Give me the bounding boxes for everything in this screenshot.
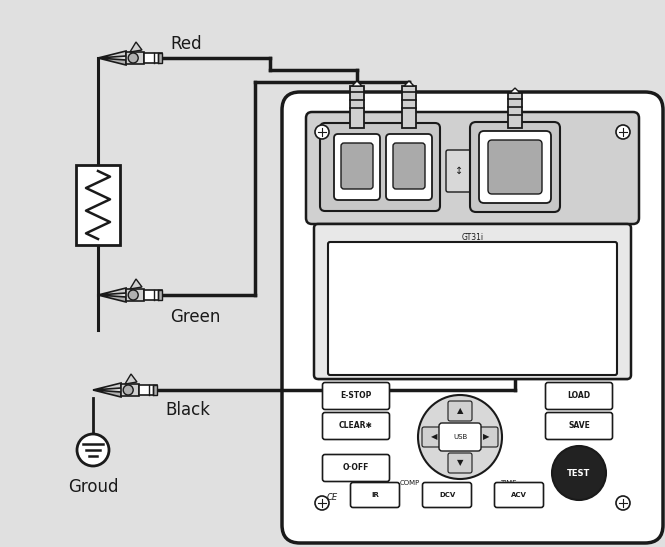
Bar [121,384,139,396]
Polygon shape [93,390,121,397]
FancyBboxPatch shape [479,131,551,203]
Polygon shape [352,81,362,86]
Polygon shape [98,288,126,295]
FancyBboxPatch shape [393,143,425,189]
Text: O·OFF: O·OFF [343,463,369,473]
Polygon shape [98,51,126,58]
FancyBboxPatch shape [545,412,612,439]
Text: ↕: ↕ [455,166,463,176]
Circle shape [552,446,606,500]
Text: IR: IR [371,492,379,498]
FancyBboxPatch shape [323,455,390,481]
Text: CLEAR✱: CLEAR✱ [339,422,373,430]
FancyBboxPatch shape [446,150,472,192]
Bar [158,53,162,63]
Text: USB: USB [453,434,467,440]
FancyBboxPatch shape [323,412,390,439]
FancyBboxPatch shape [474,427,498,447]
Bar [350,86,364,128]
Bar [402,86,416,128]
Bar [508,93,522,128]
FancyBboxPatch shape [323,382,390,410]
FancyBboxPatch shape [545,382,612,410]
Circle shape [616,125,630,139]
FancyBboxPatch shape [448,401,472,421]
Text: Black: Black [165,401,210,419]
FancyBboxPatch shape [422,482,471,508]
Bar [153,385,157,395]
Bar [139,385,157,395]
Text: Groud: Groud [68,478,118,496]
Text: LOAD: LOAD [567,392,591,400]
FancyBboxPatch shape [448,453,472,473]
FancyBboxPatch shape [422,427,446,447]
Circle shape [128,53,138,63]
Bar [144,290,162,300]
Polygon shape [404,81,414,86]
Text: ▶: ▶ [483,433,489,441]
FancyBboxPatch shape [495,482,543,508]
Circle shape [616,496,630,510]
Polygon shape [93,383,121,390]
FancyBboxPatch shape [488,140,542,194]
Bar [158,290,162,300]
Text: DCV: DCV [439,492,455,498]
Polygon shape [130,42,142,52]
Text: GT31i: GT31i [462,234,483,242]
FancyBboxPatch shape [334,134,380,200]
Circle shape [315,496,329,510]
FancyBboxPatch shape [328,242,617,375]
FancyBboxPatch shape [341,143,373,189]
Text: ▲: ▲ [457,406,464,416]
Circle shape [315,125,329,139]
Circle shape [77,434,109,466]
Polygon shape [510,88,520,93]
Text: TIME: TIME [499,480,516,486]
FancyBboxPatch shape [350,482,400,508]
FancyBboxPatch shape [282,92,663,543]
Circle shape [418,395,502,479]
Text: COMP: COMP [400,480,420,486]
Bar [144,53,162,63]
Circle shape [128,290,138,300]
Text: ◀: ◀ [431,433,438,441]
Text: Green: Green [170,308,220,326]
Bar [126,289,144,301]
Circle shape [123,385,133,395]
Text: E-STOP: E-STOP [340,392,372,400]
FancyBboxPatch shape [314,224,631,379]
Polygon shape [98,295,126,302]
Bar [76,165,120,245]
FancyBboxPatch shape [320,123,440,211]
FancyBboxPatch shape [386,134,432,200]
Text: Red: Red [170,35,201,53]
Bar [126,52,144,64]
Polygon shape [98,58,126,65]
FancyBboxPatch shape [470,122,560,212]
FancyBboxPatch shape [439,423,481,451]
Text: ACV: ACV [511,492,527,498]
Text: TEST: TEST [567,468,591,478]
Text: ▼: ▼ [457,458,464,468]
Polygon shape [130,279,142,289]
Polygon shape [125,374,137,384]
Text: CE: CE [327,492,338,502]
Text: SAVE: SAVE [568,422,590,430]
FancyBboxPatch shape [306,112,639,224]
